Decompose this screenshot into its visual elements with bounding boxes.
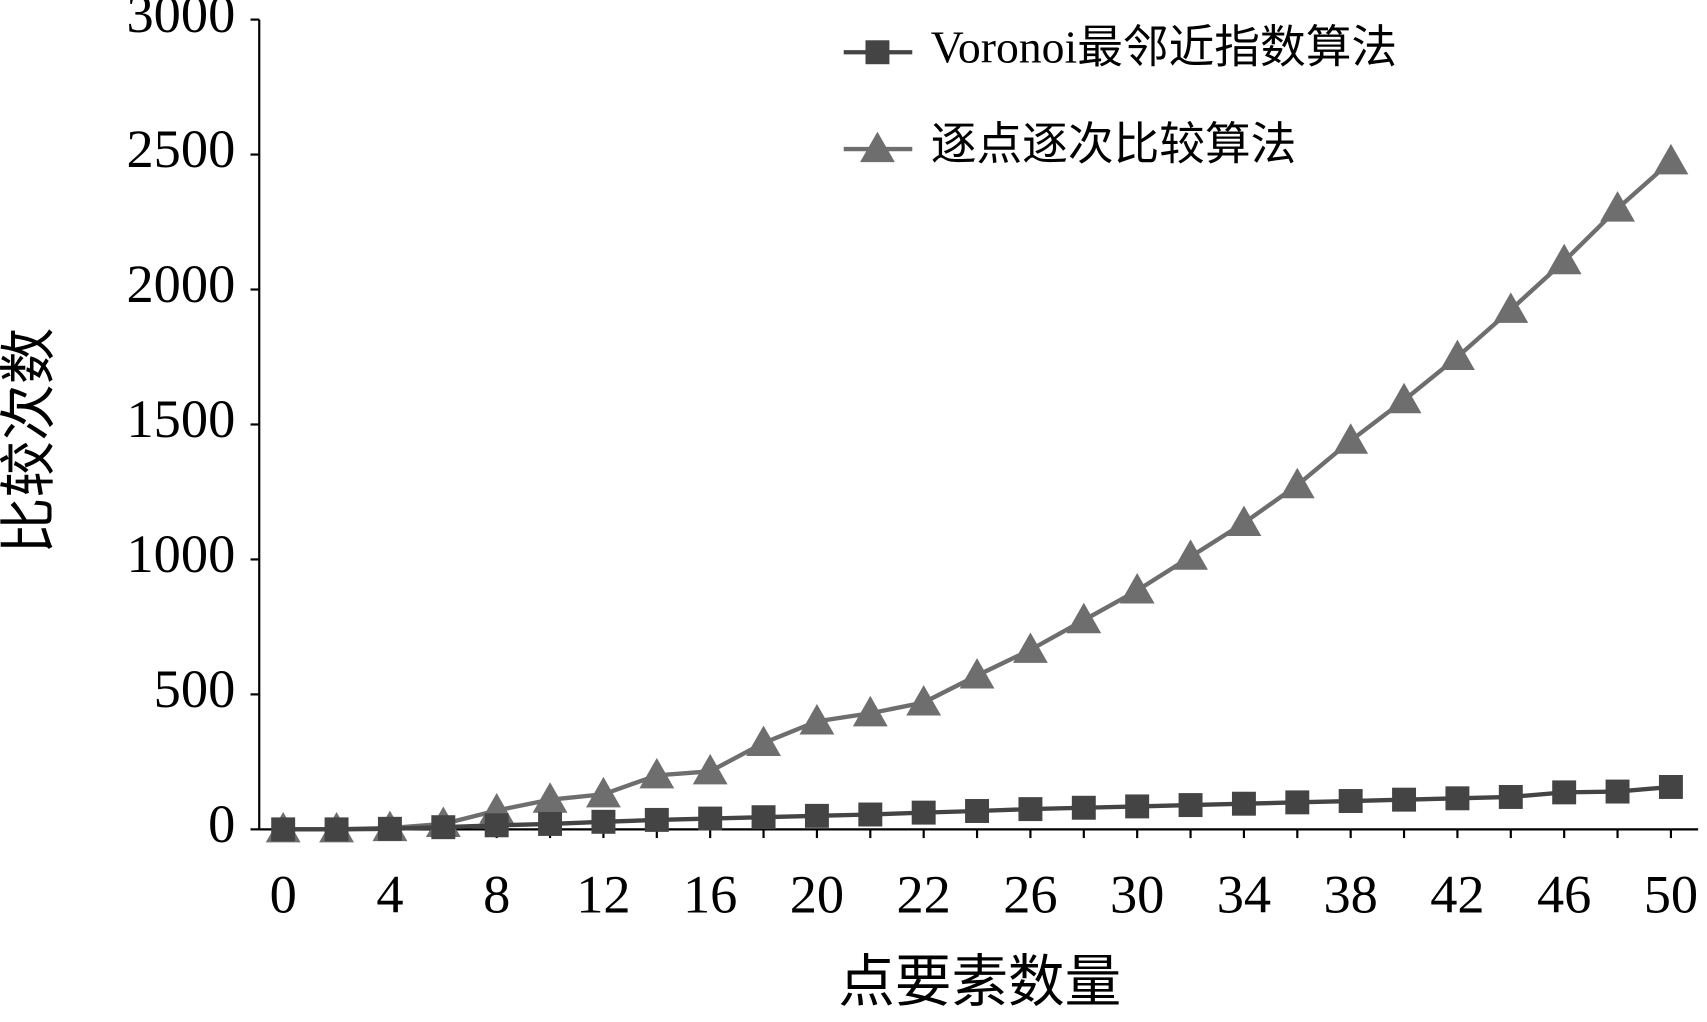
y-tick-label: 1000 [126,524,235,584]
x-tick-label: 26 [1003,865,1057,925]
marker [852,695,888,727]
x-tick-label: 8 [483,865,510,925]
y-tick-label: 2500 [126,119,235,179]
marker [746,725,781,757]
legend-label: Voronoi最邻近指数算法 [931,22,1397,73]
y-tick-label: 500 [154,659,236,719]
x-tick-label: 22 [896,865,950,925]
marker [1119,573,1155,604]
x-tick-label: 12 [576,865,630,925]
marker [692,753,728,785]
x-axis-title: 点要素数量 [838,952,1121,1014]
x-tick-label: 38 [1323,865,1377,925]
y-tick-label: 3000 [126,0,235,44]
marker [959,658,995,689]
marker [377,816,402,841]
marker [858,802,883,827]
marker [1600,191,1635,222]
marker [865,40,890,65]
marker [324,817,349,842]
y-tick-label: 1500 [126,389,235,449]
marker [431,815,456,840]
y-tick-label: 2000 [126,254,235,314]
series-line [283,159,1673,832]
marker [644,807,669,832]
marker [1173,539,1208,570]
x-tick-label: 4 [376,865,403,925]
x-tick-label: 50 [1644,865,1698,925]
marker [1392,787,1417,812]
x-tick-label: 0 [270,865,297,925]
marker [911,800,936,825]
marker [860,131,895,163]
marker [639,757,675,789]
legend-label: 逐点逐次比较算法 [931,119,1297,170]
marker [1018,797,1043,822]
marker [1333,423,1369,454]
marker [751,805,776,830]
marker [965,799,990,823]
marker [1445,786,1470,811]
marker [1493,292,1529,323]
x-tick-label: 30 [1110,865,1164,925]
marker [1285,790,1310,815]
marker [1440,339,1475,371]
x-tick-label: 42 [1430,865,1484,925]
marker [1013,632,1048,663]
marker [1279,467,1315,499]
marker [271,817,296,842]
marker [1066,602,1102,634]
x-tick-label: 20 [790,865,844,925]
marker [804,803,829,828]
marker [1231,791,1256,816]
marker [1178,793,1203,818]
marker [1125,794,1150,819]
x-tick-label: 34 [1217,865,1271,925]
marker [484,813,509,838]
x-tick-label: 46 [1537,865,1591,925]
marker [586,776,621,808]
marker [1546,243,1582,275]
marker [1653,143,1689,175]
marker [1552,780,1577,805]
marker [1071,795,1096,820]
marker [591,809,616,834]
marker [538,811,563,836]
x-tick-label: 16 [683,865,737,925]
marker [532,782,568,813]
marker [799,703,835,735]
y-axis-title: 比较次数 [0,328,61,554]
marker [1605,779,1630,804]
marker [1658,775,1683,799]
marker [906,685,942,716]
marker [1498,784,1523,809]
marker [1338,789,1363,813]
marker [698,806,723,831]
marker [1386,382,1422,414]
y-tick-label: 0 [208,794,235,854]
marker [1226,505,1262,537]
